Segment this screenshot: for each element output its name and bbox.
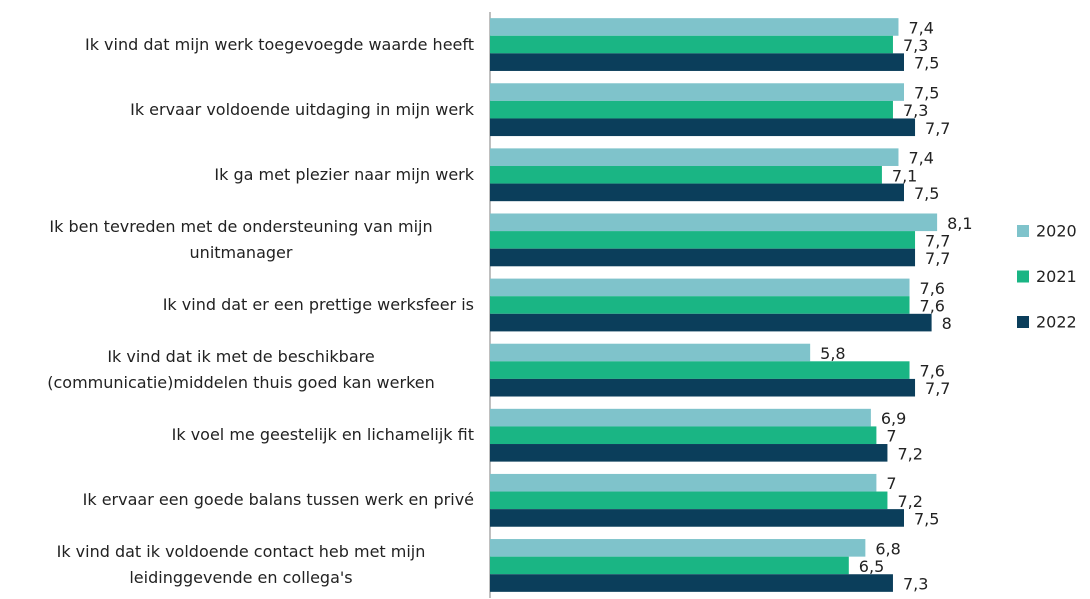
- bar: [490, 231, 916, 249]
- value-label: 7,2: [897, 444, 922, 463]
- value-label: 7,6: [920, 297, 945, 316]
- category-label-box: Ik vind dat ik met de beschikbare (commu…: [0, 338, 474, 402]
- value-label: 7,6: [920, 279, 945, 298]
- bar: [490, 148, 899, 166]
- value-label: 7,1: [892, 166, 917, 185]
- value-label: 7,7: [925, 249, 950, 268]
- bar: [490, 444, 888, 462]
- legend-label: 2021: [1036, 267, 1077, 286]
- category-label: Ik vind dat er een prettige werksfeer is: [162, 295, 474, 314]
- value-label: 7,3: [903, 575, 928, 594]
- legend-label: 2020: [1036, 222, 1077, 241]
- value-label: 6,8: [875, 539, 900, 558]
- bar: [490, 278, 910, 297]
- category-label-box: Ik ervaar een goede balans tussen werk e…: [0, 468, 474, 532]
- category-label: Ik ben tevreden met de ondersteuning van…: [49, 216, 433, 262]
- bar: [490, 100, 893, 119]
- value-label: 7,7: [925, 231, 950, 250]
- value-label: 7,3: [903, 36, 928, 55]
- value-label: 6,9: [881, 409, 906, 428]
- value-label: 7,5: [914, 509, 939, 528]
- bar: [490, 53, 904, 71]
- bar: [490, 248, 916, 267]
- bar: [490, 165, 882, 184]
- value-label: 8,1: [947, 214, 972, 233]
- category-label-box: Ik voel me geestelijk en lichamelijk fit: [0, 403, 474, 467]
- category-label: Ik vind dat mijn werk toegevoegde waarde…: [84, 34, 474, 54]
- category-label-box: Ik vind dat ik voldoende contact heb met…: [0, 533, 474, 597]
- category-label: Ik ga met plezier naar mijn werk: [214, 164, 474, 184]
- value-label: 7,4: [908, 149, 933, 168]
- bar: [490, 296, 910, 314]
- bar: [490, 491, 888, 510]
- category-label-box: Ik ben tevreden met de ondersteuning van…: [0, 208, 474, 272]
- value-label: 7,6: [920, 362, 945, 381]
- category-label: Ik ervaar voldoende uitdaging in mijn we…: [130, 99, 474, 119]
- category-label-box: Ik vind dat mijn werk toegevoegde waarde…: [0, 13, 474, 77]
- value-label: 7,4: [908, 18, 933, 37]
- category-label-box: Ik ga met plezier naar mijn werk: [0, 143, 474, 207]
- value-label: 7,7: [925, 379, 950, 398]
- category-label: Ik ervaar een goede balans tussen werk e…: [82, 490, 474, 510]
- bar: [490, 426, 877, 445]
- category-label: Ik vind dat ik met de beschikbare (commu…: [47, 347, 435, 393]
- value-label: 7: [886, 427, 896, 446]
- bar: [490, 539, 866, 557]
- bar: [490, 83, 904, 101]
- category-label-box: Ik vind dat er een prettige werksfeer is: [0, 273, 474, 337]
- value-label: 7,5: [914, 54, 939, 73]
- bar: [490, 118, 916, 137]
- bar: [490, 574, 893, 592]
- value-label: 8: [942, 314, 952, 333]
- bar: [490, 213, 938, 232]
- category-label: Ik voel me geestelijk en lichamelijk fit: [171, 425, 474, 445]
- legend-swatch: [1017, 225, 1029, 237]
- category-label-box: Ik ervaar voldoende uitdaging in mijn we…: [0, 78, 474, 142]
- value-label: 7,3: [903, 101, 928, 120]
- legend-label: 2022: [1036, 313, 1077, 332]
- value-label: 6,5: [859, 557, 884, 576]
- bar: [490, 35, 893, 54]
- bar: [490, 556, 849, 575]
- value-label: 7,5: [914, 184, 939, 203]
- legend-swatch: [1017, 270, 1029, 283]
- bar: [490, 361, 910, 379]
- value-label: 7,5: [914, 84, 939, 103]
- value-label: 5,8: [820, 344, 845, 363]
- bar: [490, 473, 877, 492]
- bar: [490, 183, 904, 202]
- value-label: 7,7: [925, 119, 950, 138]
- category-label: Ik vind dat ik voldoende contact heb met…: [56, 542, 426, 588]
- value-label: 7: [886, 474, 896, 493]
- value-label: 7,2: [897, 492, 922, 511]
- legend-swatch: [1017, 316, 1029, 328]
- bar: [490, 378, 916, 397]
- bar: [490, 313, 932, 332]
- bar: [490, 509, 904, 527]
- bar: [490, 408, 871, 427]
- bar: [490, 343, 811, 362]
- bar: [490, 18, 899, 36]
